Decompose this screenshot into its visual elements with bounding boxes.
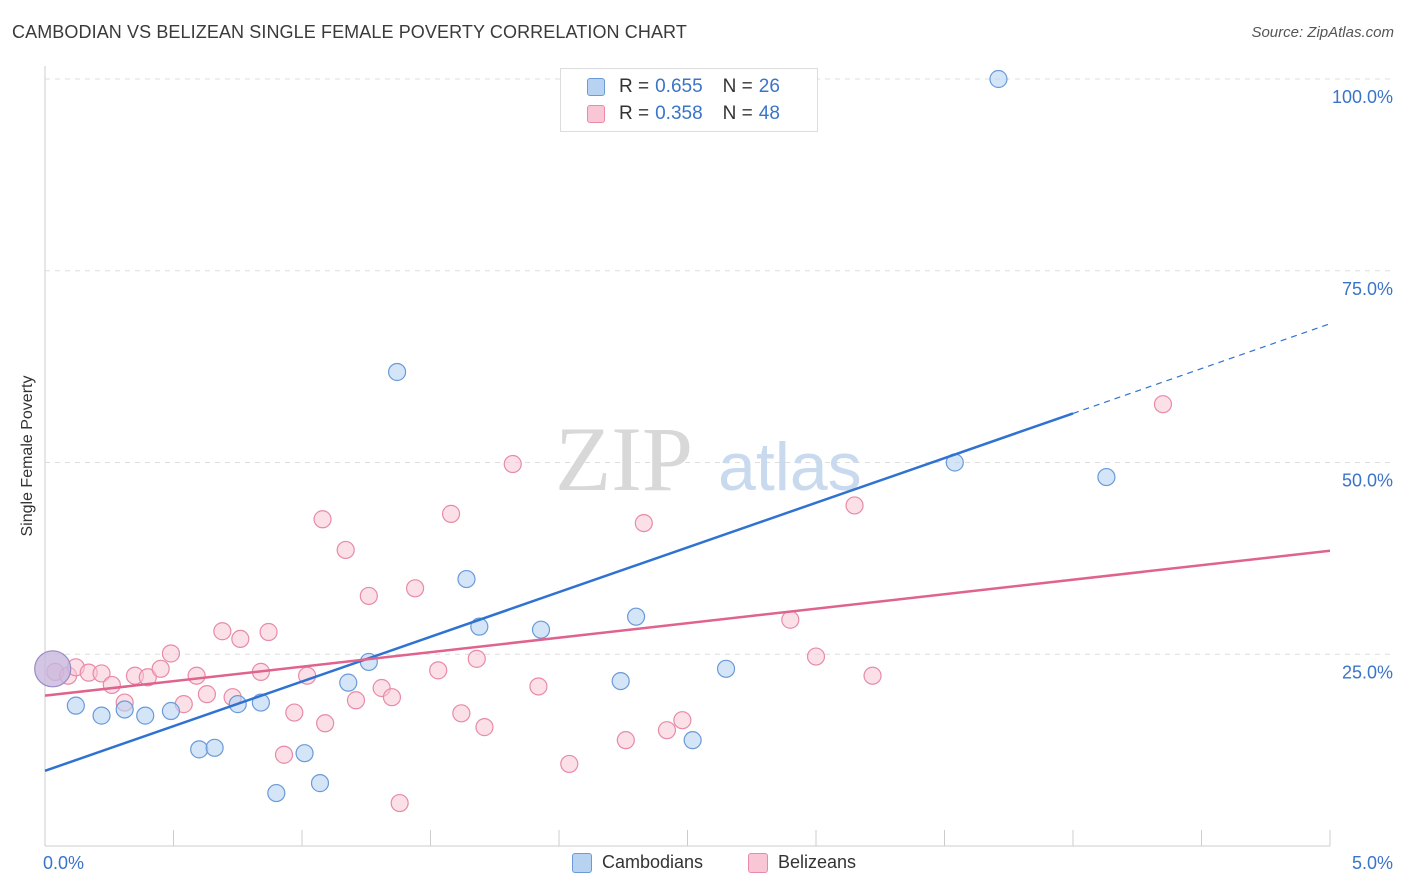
belizean-point — [657, 721, 677, 740]
cambodian-point — [190, 740, 209, 759]
cambodian-point — [683, 731, 702, 750]
bottom-legend-label-cambodians: Cambodians — [602, 852, 704, 872]
legend-r-value: 0.358 — [655, 103, 703, 124]
belizean-point — [92, 664, 111, 683]
belizean-point — [475, 718, 494, 737]
belizean-point — [405, 579, 425, 598]
cambodian-point — [161, 701, 181, 721]
cambodians-trendline — [44, 412, 1074, 773]
legend-n-label: N = — [722, 76, 753, 97]
belizean-point — [467, 649, 486, 668]
belizean-point — [187, 666, 206, 685]
belizean-point — [346, 691, 366, 710]
belizean-point — [197, 685, 217, 704]
cambodian-point — [716, 659, 736, 678]
belizean-point — [102, 675, 121, 695]
belizean-point — [503, 454, 522, 474]
legend-n-value: 48 — [758, 103, 780, 124]
bottom-legend-label-belizeans: Belizeans — [778, 852, 857, 872]
cambodian-point — [34, 650, 72, 688]
belizean-point — [429, 661, 448, 680]
legend-n-label: N = — [722, 103, 753, 124]
belizean-point — [231, 629, 250, 649]
belizean-point — [634, 513, 653, 533]
belizeans-trendline — [44, 549, 1331, 697]
cambodian-point — [136, 706, 155, 725]
y-tick-label: 25.0% — [1342, 662, 1393, 682]
belizean-point — [274, 745, 294, 764]
belizean-point — [138, 668, 157, 687]
cambodians-points — [34, 69, 1116, 803]
cambodian-point — [626, 607, 646, 626]
legend-row-cambodians: R = 0.655 N = 26 — [587, 75, 780, 99]
legend-swatch-pink — [587, 105, 605, 123]
bottom-legend-swatch-pink — [748, 852, 768, 873]
cambodian-point — [310, 774, 330, 793]
chart-title: CAMBODIAN VS BELIZEAN SINGLE FEMALE POVE… — [12, 22, 687, 42]
belizean-point — [673, 711, 692, 730]
belizean-point — [529, 677, 548, 696]
bottom-legend-swatch-blue — [572, 852, 592, 873]
legend-n-value: 26 — [758, 76, 780, 97]
belizean-point — [313, 510, 332, 529]
cambodian-point — [1097, 467, 1116, 487]
legend-r-label: R = — [619, 103, 650, 124]
axes — [44, 66, 1331, 847]
belizean-point — [316, 714, 335, 733]
watermark-atlas: atlas — [718, 429, 862, 505]
cambodian-point — [339, 673, 358, 692]
bottom-legend-belizeans: Belizeans — [748, 852, 856, 873]
y-tick-label: 75.0% — [1342, 279, 1393, 299]
watermark: ZIP atlas — [555, 408, 862, 510]
belizean-point — [452, 704, 471, 723]
tick-labels: 25.0% 50.0% 75.0% 100.0% 0.0% 5.0% — [43, 87, 1393, 873]
y-tick-label: 100.0% — [1332, 87, 1393, 107]
gridlines — [45, 78, 1392, 655]
cambodian-point — [531, 620, 551, 639]
legend-r-label: R = — [619, 76, 650, 97]
cambodian-point — [205, 738, 224, 757]
source-label: Source: ZipAtlas.com — [1251, 24, 1394, 41]
belizean-point — [382, 688, 402, 707]
legend-r-value: 0.655 — [655, 76, 703, 97]
cambodian-point — [66, 696, 85, 715]
belizean-point — [616, 731, 635, 750]
belizean-point — [259, 622, 278, 642]
cambodian-point — [387, 362, 407, 382]
legend-row-belizeans: R = 0.358 N = 48 — [587, 102, 780, 126]
belizean-point — [863, 666, 882, 685]
cambodian-point — [457, 569, 476, 589]
belizean-point — [161, 644, 181, 663]
cambodian-point — [295, 744, 314, 763]
belizean-point — [560, 754, 579, 774]
correlation-legend: R = 0.655 N = 26 R = 0.358 N = 48 — [560, 68, 818, 132]
cambodian-point — [115, 700, 134, 719]
cambodian-point — [989, 69, 1008, 89]
belizean-point — [285, 703, 304, 722]
cambodian-point — [611, 671, 630, 691]
y-tick-label: 50.0% — [1342, 471, 1393, 491]
belizean-point — [336, 540, 355, 560]
belizean-point — [213, 622, 232, 641]
legend-swatch-blue — [587, 78, 605, 96]
belizean-point — [151, 659, 170, 678]
watermark-zip: ZIP — [555, 408, 693, 510]
x-tick-label: 0.0% — [43, 853, 84, 873]
belizean-point — [359, 586, 378, 606]
bottom-legend-cambodians: Cambodians — [572, 852, 703, 873]
belizean-point — [441, 504, 461, 523]
cambodian-point — [267, 783, 286, 803]
belizean-point — [806, 647, 826, 666]
belizean-point — [845, 496, 864, 515]
trendlines — [44, 323, 1331, 773]
x-tick-label: 5.0% — [1352, 853, 1393, 873]
belizean-point — [1153, 395, 1173, 414]
cambodians-trendline-extension — [1072, 323, 1331, 414]
cambodian-point — [92, 706, 111, 725]
belizean-point — [781, 610, 800, 629]
belizean-point — [390, 793, 409, 813]
